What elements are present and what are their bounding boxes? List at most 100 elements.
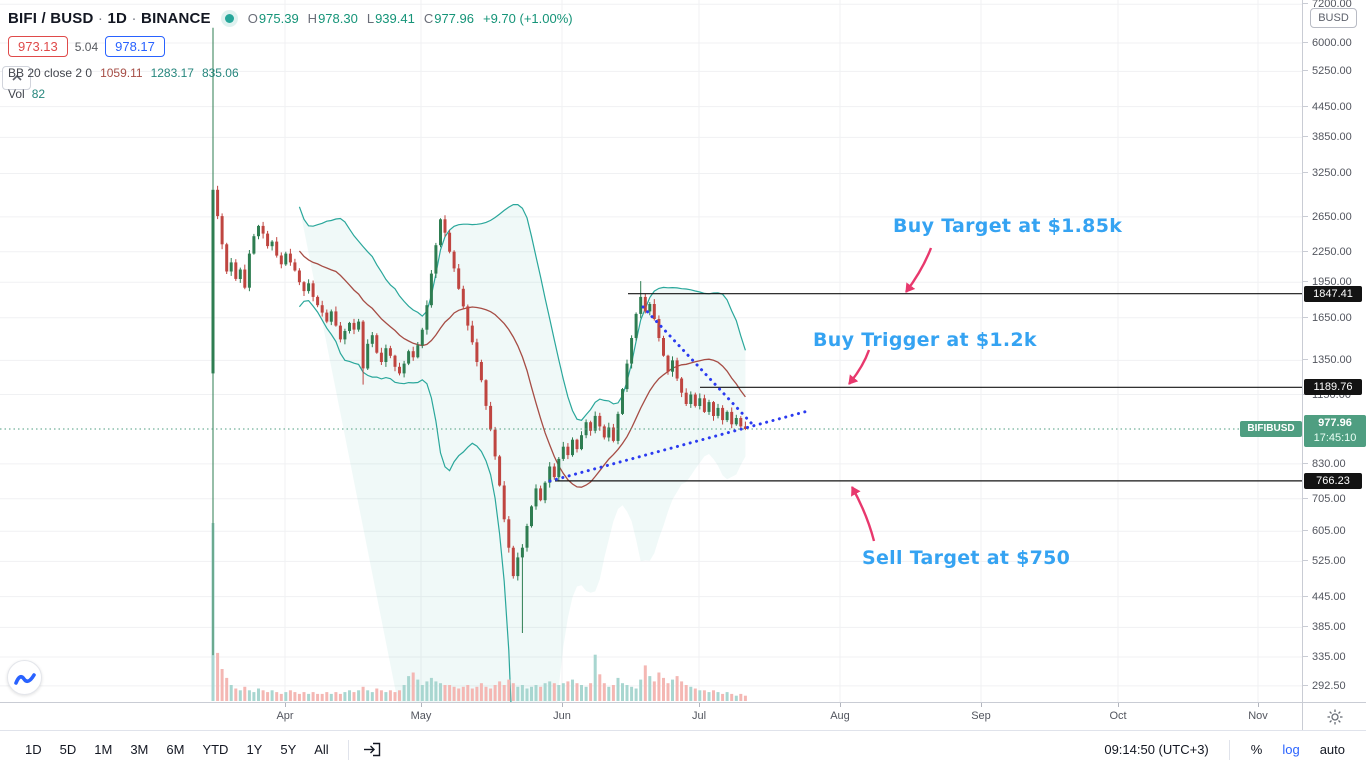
candle[interactable]: [539, 488, 543, 501]
candle[interactable]: [725, 411, 729, 421]
candle[interactable]: [279, 255, 283, 265]
candle[interactable]: [384, 348, 388, 362]
candle[interactable]: [698, 398, 702, 406]
candle[interactable]: [288, 253, 292, 263]
candle[interactable]: [243, 269, 247, 288]
candle[interactable]: [247, 253, 251, 288]
candle[interactable]: [543, 482, 547, 501]
candle[interactable]: [439, 219, 442, 246]
candle[interactable]: [434, 245, 438, 274]
candle[interactable]: [734, 418, 738, 425]
candle[interactable]: [739, 418, 743, 427]
candle[interactable]: [712, 402, 715, 416]
annotation-arrow[interactable]: [850, 486, 876, 542]
candle[interactable]: [216, 189, 220, 217]
candle[interactable]: [329, 311, 333, 322]
candle[interactable]: [388, 348, 392, 356]
annotation-buy-target[interactable]: Buy Target at $1.85k: [893, 215, 1123, 237]
candle[interactable]: [684, 392, 688, 404]
candle[interactable]: [252, 236, 256, 254]
candle[interactable]: [493, 429, 497, 457]
candle[interactable]: [302, 282, 306, 292]
range-1y-button[interactable]: 1Y: [246, 742, 263, 757]
candle[interactable]: [275, 241, 279, 256]
candle[interactable]: [721, 407, 725, 421]
price-axis[interactable]: BUSD 977.96 17:45:10 7200.00 6000.00 5250.…: [1302, 0, 1366, 702]
candle[interactable]: [479, 362, 483, 381]
candle[interactable]: [343, 331, 347, 340]
candle[interactable]: [552, 466, 556, 478]
candle[interactable]: [557, 458, 561, 478]
candle[interactable]: [338, 325, 342, 340]
candle[interactable]: [461, 288, 465, 307]
range-5d-button[interactable]: 5D: [59, 742, 77, 757]
annotation-arrow[interactable]: [905, 247, 933, 293]
candle[interactable]: [225, 244, 229, 272]
candle[interactable]: [325, 312, 329, 322]
candle[interactable]: [211, 189, 215, 374]
candle[interactable]: [507, 519, 511, 548]
candle[interactable]: [625, 363, 629, 390]
candle[interactable]: [443, 219, 447, 233]
candle[interactable]: [548, 466, 552, 483]
candle[interactable]: [466, 306, 470, 326]
percent-scale-button[interactable]: %: [1250, 742, 1263, 757]
clock-timezone[interactable]: 09:14:50 (UTC+3): [1104, 742, 1209, 757]
range-5y-button[interactable]: 5Y: [280, 742, 297, 757]
candle[interactable]: [370, 335, 374, 344]
candle[interactable]: [580, 435, 583, 450]
candle[interactable]: [607, 427, 611, 438]
range-1d-button[interactable]: 1D: [25, 742, 42, 757]
range-all-button[interactable]: All: [314, 742, 329, 757]
candle[interactable]: [589, 422, 593, 431]
candle[interactable]: [379, 352, 383, 362]
candle[interactable]: [297, 270, 301, 283]
candle[interactable]: [616, 413, 620, 441]
time-axis[interactable]: Apr May Jun Jul Aug Sep Oct Nov: [0, 702, 1366, 731]
candle[interactable]: [634, 313, 638, 338]
candle[interactable]: [598, 415, 602, 427]
candle[interactable]: [657, 319, 661, 338]
candle[interactable]: [420, 329, 424, 346]
candle[interactable]: [348, 322, 351, 331]
candle[interactable]: [307, 283, 311, 292]
candle[interactable]: [743, 426, 747, 429]
candle[interactable]: [730, 411, 734, 425]
candle[interactable]: [630, 338, 634, 364]
candle[interactable]: [361, 321, 365, 369]
candle[interactable]: [375, 335, 379, 353]
annotation-sell-target[interactable]: Sell Target at $750: [862, 547, 1071, 569]
candle[interactable]: [520, 547, 524, 558]
candle[interactable]: [429, 273, 433, 306]
candle[interactable]: [293, 262, 297, 271]
candle[interactable]: [689, 394, 693, 405]
candle[interactable]: [316, 296, 320, 306]
candle[interactable]: [702, 398, 706, 412]
bb-indicator-label[interactable]: BB 20 close 2 0: [8, 66, 93, 80]
candle[interactable]: [357, 321, 361, 330]
candle[interactable]: [320, 305, 324, 313]
candle[interactable]: [270, 241, 274, 247]
candle[interactable]: [393, 355, 397, 367]
candle[interactable]: [611, 427, 615, 441]
candle[interactable]: [266, 233, 270, 247]
candle[interactable]: [352, 322, 356, 330]
candle[interactable]: [648, 304, 652, 312]
ask-button[interactable]: 978.17: [105, 36, 165, 57]
trendline[interactable]: [641, 305, 755, 427]
candle[interactable]: [593, 415, 597, 431]
candle[interactable]: [571, 439, 574, 456]
candle[interactable]: [666, 355, 670, 372]
candle[interactable]: [621, 389, 624, 414]
annotation-arrow[interactable]: [848, 349, 871, 385]
candle[interactable]: [680, 378, 684, 393]
candle[interactable]: [238, 269, 242, 280]
candle[interactable]: [261, 225, 265, 234]
legend-collapse-button[interactable]: [2, 66, 31, 90]
candle[interactable]: [284, 253, 288, 265]
candle[interactable]: [516, 557, 520, 577]
candle[interactable]: [502, 485, 506, 520]
candle[interactable]: [229, 262, 233, 272]
candle[interactable]: [652, 304, 656, 319]
candle[interactable]: [675, 360, 679, 379]
